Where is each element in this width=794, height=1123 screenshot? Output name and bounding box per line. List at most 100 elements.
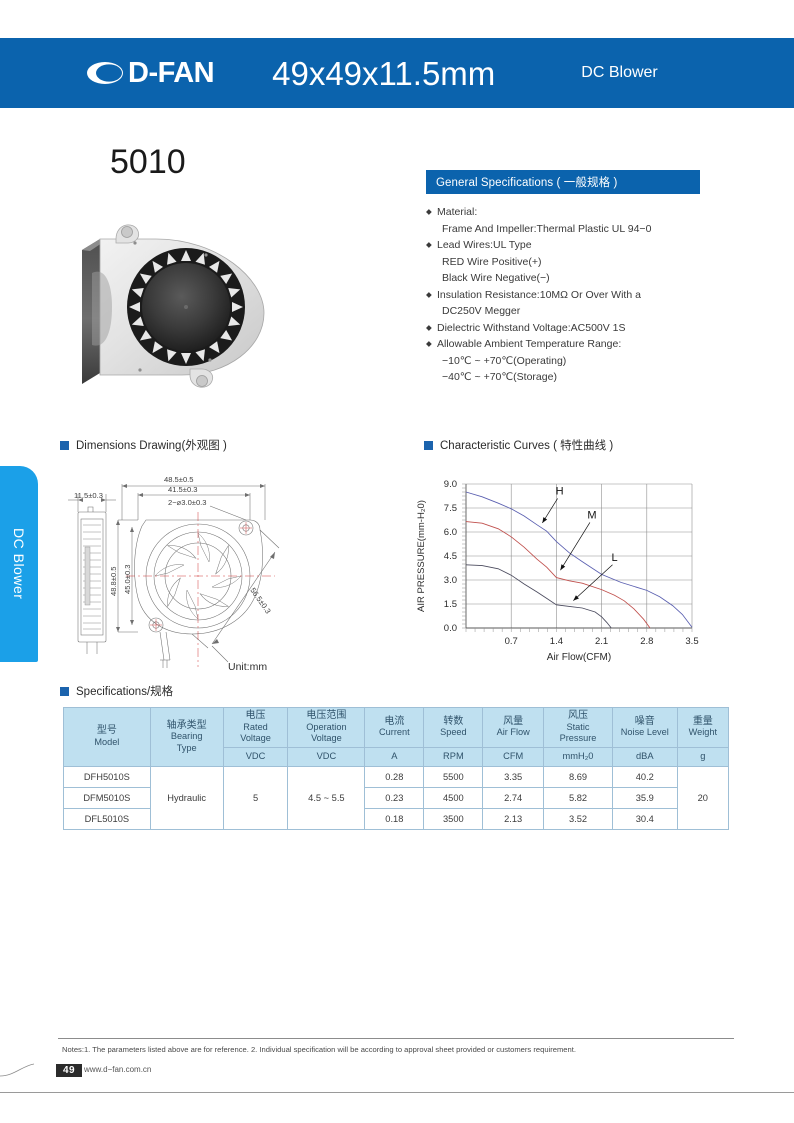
gs-item: Dielectric Withstand Voltage:AC500V 1S — [426, 320, 700, 337]
bullet-square-icon — [60, 686, 69, 696]
footer-divider — [58, 1038, 734, 1039]
table-unit-row: VDC VDC A RPM CFM mmH₂0 dBA g — [64, 746, 730, 767]
svg-text:6.0: 6.0 — [444, 527, 457, 538]
section-heading-label: Characteristic Curves ( 特性曲线 ) — [440, 440, 614, 452]
characteristic-curves-chart: 0.0 1.5 3.0 4.5 6.0 7.5 9.0 0.7 1.4 2.1 2.8 3.5 AIR … — [404, 462, 704, 677]
side-tab-label: DC Blower — [11, 528, 27, 600]
model-number: 5010 — [110, 143, 186, 181]
cell-airflow: 3.35 — [482, 765, 545, 788]
col-bearing-type: 轴承类型 Bearing Type — [149, 707, 224, 767]
gs-item: Material: — [426, 204, 700, 221]
svg-text:AIR PRESSURE(mm-H₂0): AIR PRESSURE(mm-H₂0) — [416, 500, 427, 612]
col-static-pressure: 风压 Static Pressure — [543, 707, 613, 748]
cell-noise: 35.9 — [611, 786, 678, 809]
gs-item: Allowable Ambient Temperature Range: — [426, 336, 700, 353]
svg-text:M: M — [587, 509, 596, 521]
dimensions-drawing: 11.5±0.3 48.5±0.5 41.5±0.3 2−⌀3.0±0.3 48… — [60, 462, 390, 677]
section-heading-specifications: Specifications/规格 — [60, 683, 173, 699]
svg-text:1.4: 1.4 — [550, 636, 563, 647]
table-body: DFH5010S Hydraulic 5 4.5 ~ 5.5 0.28 5500… — [63, 765, 730, 830]
unit-current: A — [364, 746, 425, 767]
svg-text:1.5: 1.5 — [444, 599, 457, 610]
dim-label-height-outer: 48.8±0.5 — [109, 566, 118, 596]
cell-speed: 5500 — [423, 765, 484, 788]
gs-item: Lead Wires:UL Type — [426, 237, 700, 254]
table-header-row: 型号 Model 轴承类型 Bearing Type 电压 Rated Voltag… — [63, 707, 730, 767]
cell-current: 0.23 — [364, 786, 425, 809]
gs-item: Black Wire Negative(−) — [442, 272, 550, 284]
cell-airflow: 2.13 — [482, 807, 545, 830]
cell-model: DFM5010S — [63, 786, 151, 809]
cell-speed: 4500 — [423, 786, 484, 809]
col-rated-voltage: 电压 Rated Voltage — [222, 707, 289, 748]
dim-label-height-hole: 45.0±0.3 — [123, 564, 132, 594]
section-heading-label: Specifications/规格 — [76, 686, 174, 698]
table-head: 型号 Model 轴承类型 Bearing Type 电压 Rated Voltag… — [63, 707, 730, 767]
table-row: DFL5010S 0.18 3500 2.13 3.52 30.4 — [63, 807, 729, 830]
cell-current: 0.28 — [364, 765, 425, 788]
unit-weight: g — [676, 746, 730, 767]
unit-rated-voltage: VDC — [222, 746, 289, 767]
cell-pressure: 3.52 — [543, 807, 613, 830]
characteristic-curves-svg: 0.0 1.5 3.0 4.5 6.0 7.5 9.0 0.7 1.4 2.1 2.8 3.5 AIR … — [416, 479, 699, 663]
svg-text:2.8: 2.8 — [640, 636, 653, 647]
gs-item: −10℃ ~ +70℃(Operating) — [442, 354, 567, 367]
unit-static-pressure: mmH₂0 — [543, 746, 613, 767]
svg-text:0.7: 0.7 — [505, 636, 518, 647]
dim-label-holes: 2−⌀3.0±0.3 — [168, 498, 207, 507]
cell-model: DFL5010S — [63, 807, 151, 830]
dim-unit-label: Unit:mm — [228, 661, 267, 673]
svg-text:7.5: 7.5 — [444, 503, 457, 514]
side-tab-dc-blower[interactable]: DC Blower — [0, 466, 38, 662]
unit-airflow: CFM — [482, 746, 545, 767]
general-specifications-block: General Specifications ( 一般规格 ) Material… — [426, 170, 700, 386]
svg-text:4.5: 4.5 — [444, 551, 457, 562]
unit-speed: RPM — [423, 746, 484, 767]
section-heading-label: Dimensions Drawing(外观图 ) — [76, 440, 227, 452]
logo-text: D-FAN — [128, 56, 215, 89]
section-heading-curves: Characteristic Curves ( 特性曲线 ) — [424, 437, 613, 453]
svg-text:H: H — [556, 485, 564, 497]
bullet-square-icon — [424, 440, 433, 450]
gs-item: Insulation Resistance:10MΩ Or Over With … — [426, 287, 700, 304]
cell-current: 0.18 — [364, 807, 425, 830]
cell-noise: 40.2 — [611, 765, 678, 788]
footer-url: www.d−fan.com.cn — [84, 1065, 152, 1074]
cell-speed: 3500 — [423, 807, 484, 830]
cell-airflow: 2.74 — [482, 786, 545, 809]
svg-text:L: L — [611, 552, 617, 564]
col-current: 电流 Current — [364, 707, 425, 748]
cell-noise: 30.4 — [611, 807, 678, 830]
svg-text:3.5: 3.5 — [685, 636, 698, 647]
page-number-badge: 49 — [56, 1064, 83, 1077]
col-airflow: 风量 Air Flow — [482, 707, 545, 748]
gs-item: −40℃ ~ +70℃(Storage) — [442, 371, 557, 383]
cell-weight: 20 — [676, 765, 730, 830]
cell-bearing-type: Hydraulic — [149, 765, 224, 830]
specifications-table: 型号 Model 轴承类型 Bearing Type 电压 Rated Voltag… — [63, 707, 730, 830]
svg-text:9.0: 9.0 — [444, 479, 457, 490]
bullet-square-icon — [60, 440, 69, 450]
product-size-title: 49x49x11.5mm — [272, 54, 496, 92]
product-type-label: DC Blower — [581, 64, 658, 81]
svg-text:3.0: 3.0 — [444, 575, 457, 586]
dim-label-thickness: 11.5±0.3 — [74, 491, 103, 500]
section-heading-dimensions: Dimensions Drawing(外观图 ) — [60, 437, 227, 453]
cell-rated-voltage: 5 — [222, 765, 289, 830]
ellipse-crescent-logo-icon — [86, 59, 126, 87]
unit-noise-level: dBA — [611, 746, 678, 767]
general-specifications-title: General Specifications ( 一般规格 ) — [426, 170, 700, 194]
product-photo — [78, 195, 338, 395]
col-noise-level: 噪音 Noise Level — [611, 707, 678, 748]
col-speed: 转数 Speed — [423, 707, 484, 748]
gs-item: RED Wire Positive(+) — [442, 255, 542, 268]
cell-pressure: 8.69 — [543, 765, 613, 788]
dim-label-width-hole: 41.5±0.3 — [168, 485, 198, 494]
general-specifications-list: Material: Frame And Impeller:Thermal Pla… — [426, 204, 700, 386]
cell-pressure: 5.82 — [543, 786, 613, 809]
unit-operation-voltage: VDC — [287, 746, 366, 767]
col-weight: 重量 Weight — [676, 707, 730, 748]
svg-text:2.1: 2.1 — [595, 636, 608, 647]
gs-item: DC250V Megger — [442, 305, 521, 317]
brand-logo: D-FAN — [86, 56, 215, 89]
